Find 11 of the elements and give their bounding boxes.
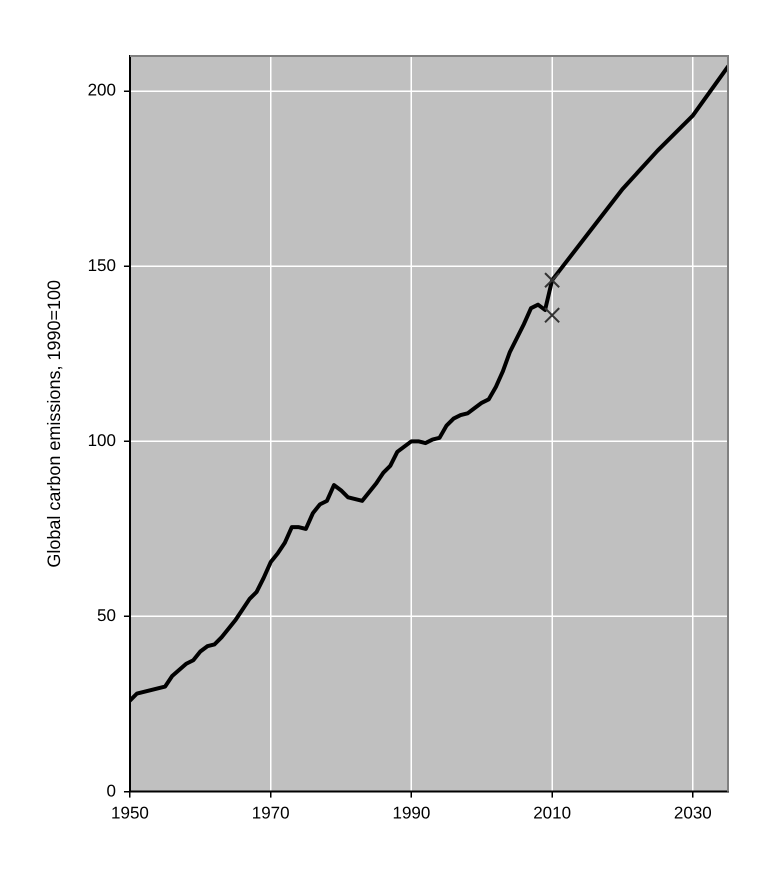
y-tick-label: 100 — [88, 431, 116, 450]
y-tick-label: 50 — [97, 606, 116, 626]
x-tick-label: 2030 — [674, 803, 712, 822]
x-tick-label: 2010 — [533, 803, 572, 822]
x-tick-label: 1990 — [392, 803, 430, 822]
x-tick-label: 1970 — [252, 803, 290, 822]
y-tick-label: 0 — [106, 781, 116, 800]
x-tick-label: 1950 — [111, 803, 149, 822]
y-tick-label: 150 — [88, 256, 116, 275]
y-axis-title: Global carbon emissions, 1990=100 — [44, 280, 64, 568]
y-tick-label: 200 — [88, 80, 116, 100]
